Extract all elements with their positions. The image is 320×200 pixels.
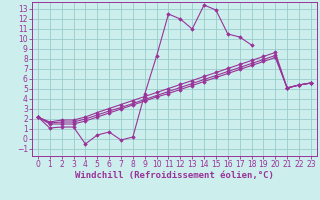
X-axis label: Windchill (Refroidissement éolien,°C): Windchill (Refroidissement éolien,°C) bbox=[75, 171, 274, 180]
